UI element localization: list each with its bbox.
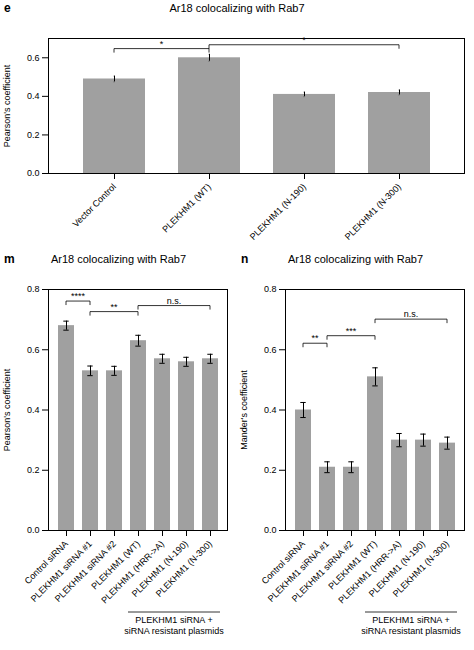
- svg-text:0.4: 0.4: [27, 91, 40, 101]
- svg-text:**: **: [311, 333, 319, 343]
- svg-text:0.0: 0.0: [27, 525, 40, 535]
- svg-text:n.s.: n.s.: [167, 296, 182, 306]
- html-text:Ar18 colocalizing with Rab7: Ar18 colocalizing with Rab7: [50, 253, 187, 265]
- svg-text:0.6: 0.6: [27, 345, 40, 355]
- svg-text:*: *: [160, 39, 164, 49]
- svg-text:PLEKHM1 siRNA #1: PLEKHM1 siRNA #1: [28, 538, 94, 604]
- svg-text:0.6: 0.6: [27, 53, 40, 63]
- svg-text:0.6: 0.6: [264, 345, 277, 355]
- svg-text:n.s.: n.s.: [404, 309, 419, 319]
- svg-text:PLEKHM1 (HRR->A): PLEKHM1 (HRR->A): [336, 538, 403, 606]
- svg-text:PLEKHM1 siRNA #2: PLEKHM1 siRNA #2: [52, 538, 118, 604]
- html-text:m: m: [4, 252, 15, 266]
- html-text:n: n: [241, 252, 249, 266]
- svg-text:Control siRNA: Control siRNA: [22, 538, 70, 587]
- svg-text:PLEKHM1 (HRR->A): PLEKHM1 (HRR->A): [99, 538, 166, 606]
- html-text:e: e: [4, 1, 11, 15]
- svg-text:Mander's coefficient: Mander's coefficient: [239, 370, 249, 450]
- svg-text:PLEKHM1 (WT): PLEKHM1 (WT): [160, 182, 213, 235]
- svg-text:Pearson's coefficient: Pearson's coefficient: [2, 368, 12, 451]
- svg-text:PLEKHM1 siRNA +siRNA resistant: PLEKHM1 siRNA +siRNA resistant plasmids: [361, 615, 461, 636]
- svg-text:0.4: 0.4: [27, 405, 40, 415]
- svg-text:**: **: [110, 302, 118, 312]
- html-text:Ar18 colocalizing with Rab7: Ar18 colocalizing with Rab7: [287, 253, 424, 265]
- svg-text:0.2: 0.2: [27, 130, 40, 140]
- svg-text:PLEKHM1 (N-300): PLEKHM1 (N-300): [154, 539, 214, 599]
- svg-text:PLEKHM1 (N-190): PLEKHM1 (N-190): [129, 538, 190, 599]
- svg-text:Vector Control: Vector Control: [71, 182, 118, 229]
- svg-text:0.8: 0.8: [27, 284, 40, 294]
- svg-text:*: *: [302, 35, 306, 45]
- svg-text:PLEKHM1 siRNA +siRNA resistant: PLEKHM1 siRNA +siRNA resistant plasmids: [124, 615, 224, 636]
- svg-text:PLEKHM1 (N-300): PLEKHM1 (N-300): [343, 182, 403, 242]
- svg-text:PLEKHM1 siRNA #1: PLEKHM1 siRNA #1: [265, 538, 331, 604]
- svg-text:0.8: 0.8: [264, 284, 277, 294]
- svg-text:***: ***: [346, 326, 357, 336]
- svg-text:PLEKHM1 siRNA #2: PLEKHM1 siRNA #2: [289, 538, 355, 604]
- svg-text:0.0: 0.0: [27, 168, 40, 178]
- svg-text:PLEKHM1 (WT): PLEKHM1 (WT): [89, 538, 142, 592]
- svg-text:PLEKHM1 (WT): PLEKHM1 (WT): [326, 538, 379, 592]
- svg-text:Pearson's coefficient: Pearson's coefficient: [2, 64, 12, 147]
- html-text:Ar18 colocalizing with Rab7: Ar18 colocalizing with Rab7: [169, 2, 305, 14]
- svg-text:0.2: 0.2: [264, 465, 277, 475]
- svg-text:0.0: 0.0: [264, 525, 277, 535]
- svg-text:PLEKHM1 (N-190): PLEKHM1 (N-190): [248, 182, 308, 242]
- svg-text:PLEKHM1 (N-190): PLEKHM1 (N-190): [366, 538, 427, 599]
- svg-text:0.4: 0.4: [264, 405, 277, 415]
- svg-text:PLEKHM1 (N-300): PLEKHM1 (N-300): [391, 539, 451, 599]
- svg-text:Control siRNA: Control siRNA: [259, 538, 307, 587]
- svg-text:****: ****: [71, 291, 86, 301]
- svg-text:0.2: 0.2: [27, 465, 40, 475]
